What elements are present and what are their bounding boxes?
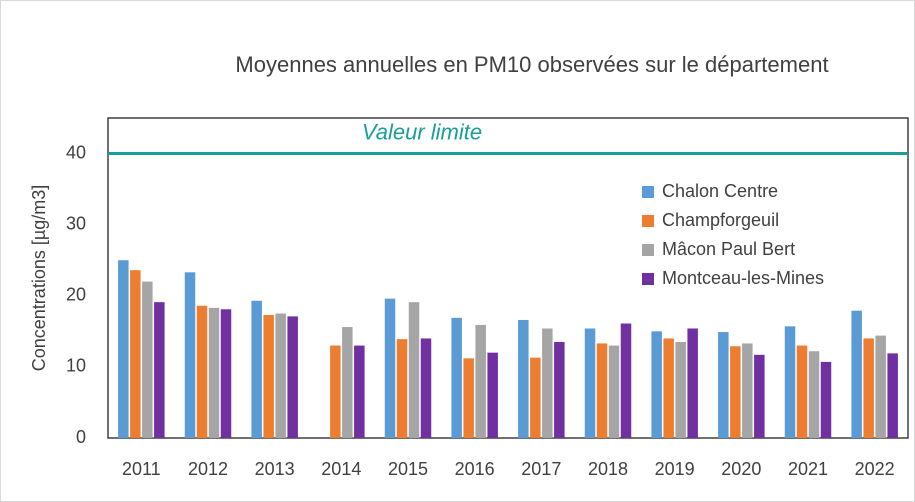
bar: [887, 353, 898, 438]
bar: [354, 345, 365, 438]
bar: [596, 343, 608, 438]
legend-label: Mâcon Paul Bert: [662, 239, 795, 259]
bar: [620, 323, 632, 438]
bar: [518, 319, 529, 438]
bar: [851, 310, 862, 438]
x-tick-label: 2018: [588, 459, 628, 479]
bar: [542, 328, 553, 438]
x-tick-label: 2021: [788, 459, 828, 479]
bar: [808, 351, 820, 438]
bar: [742, 343, 753, 438]
bar: [130, 270, 141, 438]
bar: [196, 305, 208, 438]
x-tick-label: 2012: [188, 459, 228, 479]
bar: [875, 335, 886, 438]
bar: [530, 357, 541, 438]
bar: [451, 317, 462, 438]
y-tick-label: 30: [66, 213, 86, 233]
x-tick-label: 2016: [455, 459, 495, 479]
bar: [663, 338, 674, 438]
bar: [384, 298, 396, 438]
bar: [475, 324, 486, 438]
bar: [118, 260, 129, 438]
legend-swatch: [642, 273, 654, 285]
plot-area: [107, 117, 909, 439]
bar: [263, 314, 274, 438]
bar: [220, 309, 232, 438]
bar: [184, 272, 196, 438]
legend-label: Champforgeuil: [662, 210, 779, 230]
bar: [396, 339, 408, 438]
bar: [687, 328, 698, 438]
x-tick-label: 2011: [122, 459, 161, 479]
bar: [154, 302, 165, 438]
y-tick-label: 40: [66, 142, 86, 162]
y-axis-label: Concentrations [µg/m3]: [29, 185, 49, 371]
legend-swatch: [642, 244, 654, 256]
y-tick-label: 20: [66, 285, 86, 305]
legend-box: [630, 170, 882, 294]
bar: [342, 327, 353, 438]
x-tick-label: 2017: [521, 459, 561, 479]
x-tick-label: 2015: [388, 459, 428, 479]
bar: [420, 338, 432, 438]
bar: [754, 354, 765, 438]
bar: [675, 342, 686, 438]
y-tick-label: 10: [66, 356, 86, 376]
legend-label: Montceau-les-Mines: [662, 268, 824, 288]
bar: [730, 346, 741, 438]
bar: [142, 281, 153, 438]
x-tick-label: 2019: [655, 459, 695, 479]
legend-label: Chalon Centre: [662, 181, 778, 201]
bar: [487, 352, 498, 438]
bar: [608, 345, 620, 438]
x-tick-label: 2022: [855, 459, 895, 479]
bar: [796, 345, 808, 438]
bar: [287, 316, 298, 438]
bar: [820, 361, 832, 438]
x-tick-label: 2014: [321, 459, 361, 479]
bar: [208, 307, 220, 438]
chart-title: Moyennes annuelles en PM10 observées sur…: [235, 52, 828, 77]
bar: [275, 313, 286, 438]
bar: [784, 326, 796, 438]
bar: [651, 331, 662, 438]
reference-label: Valeur limite: [362, 119, 482, 144]
x-tick-label: 2020: [721, 459, 761, 479]
legend-swatch: [642, 186, 654, 198]
bar: [863, 338, 874, 438]
legend-swatch: [642, 215, 654, 227]
bar: [463, 358, 474, 438]
bar: [718, 332, 729, 438]
bar: [251, 300, 262, 438]
bar: [554, 342, 565, 438]
y-tick-label: 0: [76, 427, 86, 447]
bar: [408, 302, 420, 438]
x-tick-label: 2013: [255, 459, 295, 479]
bar: [584, 328, 596, 438]
bar: [330, 345, 341, 438]
